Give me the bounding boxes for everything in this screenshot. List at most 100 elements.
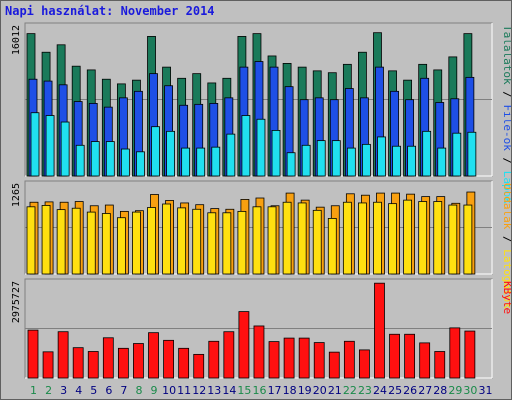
day-label-16: 16	[253, 384, 267, 397]
day-label-28: 28	[433, 384, 447, 397]
bar-Lapok-21	[331, 140, 341, 177]
day-label-4: 4	[75, 384, 82, 397]
bar-Látogatók-16	[252, 206, 262, 275]
bar-kbyte-21	[328, 351, 340, 379]
bar-kbyte-25	[389, 333, 400, 379]
ymax-label-top: 16012	[11, 25, 22, 55]
bar-kbyte-2	[42, 351, 54, 379]
bar-Lapok-13	[211, 146, 221, 177]
bar-Látogatók-29	[448, 204, 458, 275]
ymax-label-middle: 1265	[11, 183, 22, 207]
day-label-11: 11	[177, 384, 191, 397]
bar-kbyte-9	[148, 332, 159, 379]
day-label-3: 3	[60, 384, 67, 397]
bar-Látogatók-7	[116, 217, 126, 275]
day-label-14: 14	[222, 384, 236, 397]
bar-Lapok-30	[467, 131, 477, 177]
day-label-10: 10	[162, 384, 176, 397]
day-label-7: 7	[120, 384, 127, 397]
bar-kbyte-18	[283, 337, 295, 379]
legend-middle: Oldalak / Látogatók	[501, 183, 511, 309]
day-label-24: 24	[373, 384, 387, 397]
bar-kbyte-8	[133, 343, 144, 379]
day-label-31: 31	[478, 384, 492, 397]
bar-kbyte-27	[419, 342, 431, 379]
ymax-label-bottom: 2975727	[11, 281, 22, 323]
bar-kbyte-20	[313, 342, 325, 379]
bar-Lapok-6	[105, 141, 115, 177]
legend-bottom: KByte	[501, 281, 511, 314]
bar-Látogatók-19	[297, 202, 307, 275]
bar-Látogatók-10	[162, 203, 171, 275]
bar-Lapok-11	[181, 147, 191, 177]
bar-kbyte-1	[27, 329, 39, 379]
day-label-8: 8	[135, 384, 142, 397]
bar-kbyte-11	[178, 347, 190, 379]
day-label-13: 13	[207, 384, 221, 397]
legend-entry: /	[501, 151, 511, 171]
bar-Lapok-25	[392, 145, 401, 177]
legend-entry: KByte	[501, 281, 511, 314]
day-label-25: 25	[388, 384, 402, 397]
day-label-12: 12	[192, 384, 206, 397]
day-label-22: 22	[343, 384, 357, 397]
bar-Lapok-1	[30, 112, 40, 177]
bar-Látogatók-22	[342, 201, 352, 275]
bar-Lapok-9	[151, 126, 160, 177]
bar-Lapok-26	[407, 145, 417, 177]
day-label-20: 20	[313, 384, 327, 397]
legend-entry: Lapok	[501, 171, 511, 204]
bar-Látogatók-14	[222, 212, 232, 275]
bar-Látogatók-8	[132, 211, 141, 275]
legend-entry: Oldalak	[501, 183, 511, 230]
bar-kbyte-17	[268, 341, 280, 379]
bar-Lapok-23	[362, 143, 371, 177]
bar-Látogatók-13	[207, 212, 217, 275]
bar-Lapok-10	[166, 130, 175, 177]
day-label-6: 6	[105, 384, 112, 397]
bar-Lapok-4	[75, 144, 85, 177]
bar-Látogatók-26	[403, 199, 413, 275]
bar-Lapok-12	[196, 147, 206, 177]
bar-Lapok-17	[271, 130, 281, 177]
bar-kbyte-29	[449, 327, 461, 379]
bar-kbyte-22	[343, 340, 355, 379]
day-label-9: 9	[151, 384, 158, 397]
bar-Látogatók-25	[388, 203, 397, 275]
bar-kbyte-15	[238, 311, 250, 379]
bar-Lapok-27	[422, 130, 432, 177]
bar-kbyte-23	[359, 349, 370, 379]
bar-Lapok-8	[136, 151, 145, 177]
bar-Látogatók-17	[267, 206, 277, 275]
bar-Látogatók-12	[192, 208, 202, 275]
chart-title: Napi használat: November 2014	[5, 4, 215, 18]
bar-Lapok-18	[286, 152, 296, 177]
bar-Lapok-7	[120, 148, 130, 177]
bar-Látogatók-27	[418, 201, 428, 275]
bar-kbyte-3	[57, 331, 69, 379]
bar-Látogatók-5	[86, 211, 96, 275]
bar-Lapok-29	[452, 132, 462, 177]
legend-entry: Találatok	[501, 25, 511, 85]
legend-entry: File-ok	[501, 104, 511, 151]
day-label-15: 15	[237, 384, 251, 397]
bar-kbyte-5	[87, 351, 99, 379]
bar-kbyte-19	[298, 337, 310, 379]
bar-Látogatók-3	[56, 209, 66, 275]
bar-Lapok-2	[45, 115, 55, 177]
bar-Lapok-19	[301, 144, 311, 177]
bar-kbyte-24	[374, 282, 385, 379]
legend-entry: /	[501, 229, 511, 249]
bar-Látogatók-9	[147, 207, 156, 275]
bar-kbyte-7	[117, 347, 129, 379]
day-label-26: 26	[403, 384, 417, 397]
bar-Lapok-3	[60, 121, 70, 177]
day-label-23: 23	[358, 384, 372, 397]
bar-Lapok-22	[346, 147, 356, 177]
bar-Lapok-16	[256, 118, 266, 177]
bar-Látogatók-20	[312, 209, 322, 275]
bar-kbyte-4	[72, 347, 84, 379]
bar-Látogatók-18	[282, 201, 292, 275]
